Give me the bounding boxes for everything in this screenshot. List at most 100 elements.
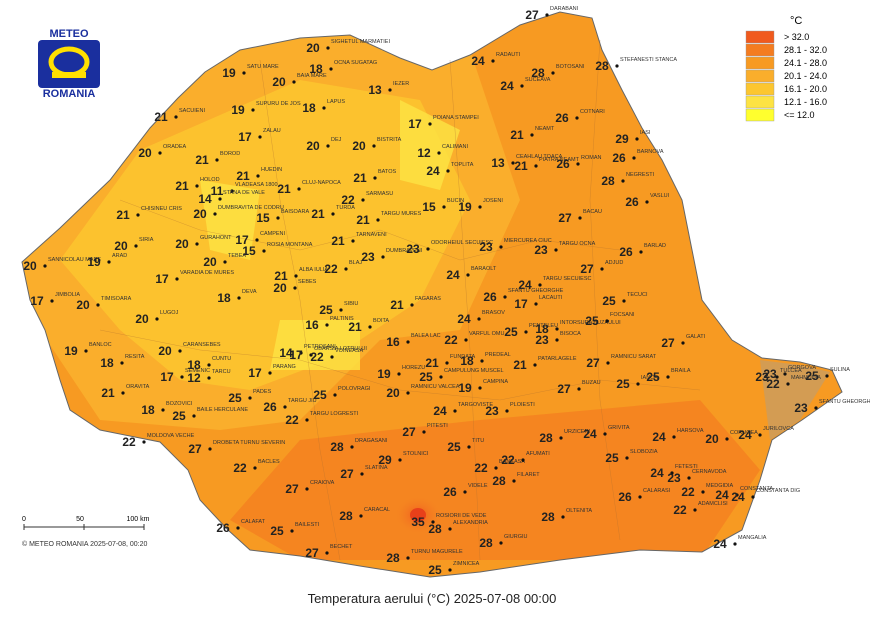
station: 20 LUGOJ [135,310,178,326]
station-temp: 27 [580,262,594,276]
station-temp: 26 [216,521,230,535]
station-temp: 26 [612,151,626,165]
station: 24 FETESTI [650,464,698,480]
station-temp: 21 [348,320,362,334]
station: 23 PLOIESTI [485,402,535,418]
station-temp: 17 [238,130,252,144]
station: 25 CAMPULUNG MUSCEL [419,368,503,384]
station-name: BARNOVA [637,149,664,155]
station: 27 BUZAU [557,380,600,396]
station-temp: 14 [198,192,212,206]
station: 17 SEMENIC [160,368,210,384]
station-name: PREDEAL [485,352,511,358]
station-name: TARGU JIU [288,398,317,404]
station-temp: 23 [755,370,769,384]
station-dot [331,212,335,216]
station-dot [297,187,301,191]
station: 13 CEAHLAU TOACA [491,154,562,170]
station-name: CHISINEU CRIS [141,206,182,212]
station-dot [751,495,755,499]
station: 23 DUMBRAVENI [361,248,422,264]
station-name: TURNU MAGURELE [411,549,463,555]
station-temp: 20 [158,344,172,358]
station-name: DROBETA TURNU SEVERIN [213,440,285,446]
station-name: ALEXANDRIA [453,520,488,526]
station: 21 FUNDATA [425,354,475,370]
legend-label: 20.1 - 24.0 [784,71,827,81]
station-temp: 25 [646,370,660,384]
station-name: SLOBOZIA [630,449,658,455]
station-temp: 20 [135,312,149,326]
station-temp: 27 [558,211,572,225]
station-temp: 28 [479,536,493,550]
station: 25 FOCSANI [585,312,635,328]
station-name: VLADEASA 1800 [235,182,278,188]
station-temp: 28 [492,474,506,488]
station-name: TULCEA [780,368,802,374]
station: 21 SACUIENI [154,108,205,124]
station: 27 DROBETA TURNU SEVERIN [188,440,285,456]
station-dot [253,466,257,470]
station-dot [625,456,629,460]
legend-label: 24.1 - 28.0 [784,58,827,68]
station-temp: 17 [160,370,174,384]
station: 23 MIERCUREA CIUC [479,238,551,254]
station: 20 DUMBRAVITA DE CODRU [193,205,284,221]
station: 19 SATU MARE [222,64,279,80]
station: 24 GRIVITA [583,425,630,441]
station-dot [491,59,495,63]
station: 24 HARSOVA [652,428,703,444]
station-temp: 25 [504,325,518,339]
station-name: CALIMANI [442,144,468,150]
station-temp: 21 [331,234,345,248]
station-dot [248,396,252,400]
station-name: CAMPULUNG MUSCEL [444,368,504,374]
station-dot [645,200,649,204]
station: 21 BOITA [348,318,389,334]
station-name: SIRIA [139,237,154,243]
station-temp: 20 [175,237,189,251]
station-dot [559,436,563,440]
station-temp: 28 [330,440,344,454]
station: 28 URZICENI [539,429,590,445]
station-temp: 20 [705,432,719,446]
station-dot [192,414,196,418]
station-name: SFANTU GHEORGHE [508,288,564,294]
station-dot [422,430,426,434]
station-dot [464,338,468,342]
station-dot [283,405,287,409]
station-name: MEDGIDIA [706,483,734,489]
station: 19 HOREZU [377,365,425,381]
station: 18 RESITA [100,354,144,370]
station: 25 SULINA [805,367,850,383]
station-temp: 22 [474,461,488,475]
station: 20 BISTRITA [352,137,401,153]
station-temp: 12 [417,146,431,160]
station-name: SUPURU DE JOS [256,101,301,107]
station-temp: 20 [306,41,320,55]
station-dot [503,295,507,299]
station: 20 TEBEA [203,253,246,269]
station-name: BISOCA [560,331,581,337]
station-temp: 24 [457,312,471,326]
logo-line2: ROMANIA [43,88,96,100]
station-name: LAPUS [327,99,345,105]
station-name: FAGARAS [415,296,441,302]
station-dot [758,433,762,437]
station-name: OCNA SUGATAG [334,60,377,66]
station: 20 TIMISOARA [76,296,131,312]
station: 21 BATOS [353,169,396,185]
station-dot [305,487,309,491]
station: 18 PREDEAL [460,352,510,368]
station-name: BAILESTI [295,522,320,528]
station-temp: 22 [122,435,136,449]
station: 26 CALAFAT [216,519,265,535]
station-temp: 21 [195,153,209,167]
station-temp: 25 [172,409,186,423]
station-temp: 27 [525,8,539,22]
station-temp: 24 [471,54,485,68]
station-name: ODORHEIUL SECUIESC [431,240,493,246]
station: 11 VLADEASA 1800 [211,182,278,198]
station: 27 DARABANI [525,6,578,22]
station-dot [533,363,537,367]
